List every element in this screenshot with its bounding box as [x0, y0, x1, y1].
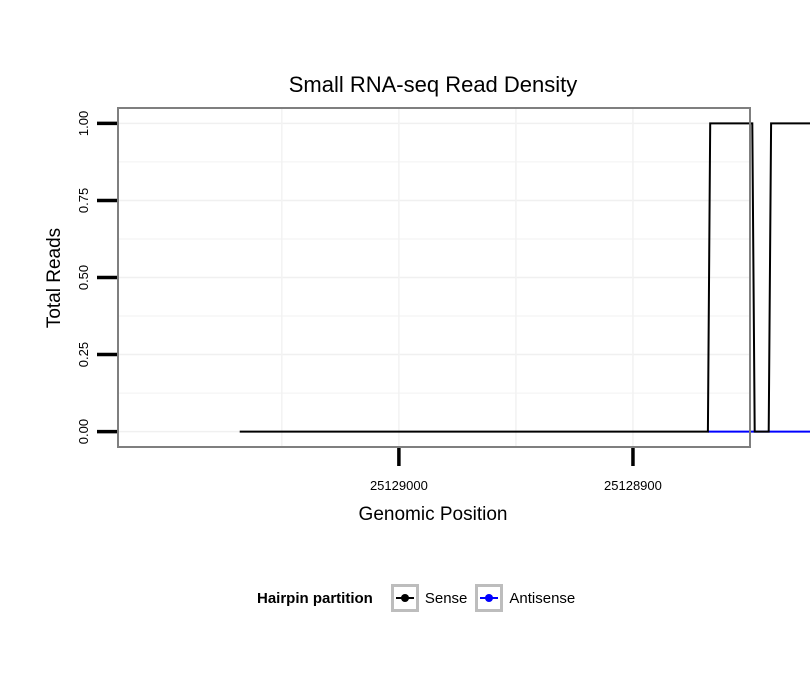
- legend-key-sense: [390, 584, 419, 612]
- y-tick-label: 0.25: [76, 342, 91, 367]
- y-tick-label: 0.00: [76, 419, 91, 444]
- x-tick-label: 25129000: [370, 478, 428, 493]
- y-tick-label: 0.75: [76, 188, 91, 213]
- legend: Hairpin partition Sense Antisense: [257, 580, 583, 616]
- x-axis: 25129000 25128900: [370, 448, 662, 493]
- legend-label-antisense: Antisense: [509, 589, 576, 607]
- legend-key-antisense: [475, 584, 504, 612]
- y-tick-label: 1.00: [76, 111, 91, 136]
- y-axis: 0.00 0.25 0.50 0.75 1.00: [76, 111, 117, 444]
- legend-item-sense: Sense: [390, 584, 470, 612]
- series-line-sense: [239, 122, 810, 433]
- y-axis-label: Total Reads: [44, 228, 65, 328]
- legend-item-antisense: Antisense: [475, 584, 577, 612]
- x-axis-label: Genomic Position: [359, 504, 508, 525]
- grid: [118, 108, 750, 447]
- y-tick-label: 0.50: [76, 265, 91, 290]
- x-tick-label: 25128900: [604, 478, 662, 493]
- legend-label-sense: Sense: [424, 589, 468, 607]
- plot-border: [117, 107, 751, 448]
- chart-title: Small RNA-seq Read Density: [289, 72, 578, 97]
- series-layer: [239, 122, 810, 433]
- legend-title: Hairpin partition: [257, 589, 373, 607]
